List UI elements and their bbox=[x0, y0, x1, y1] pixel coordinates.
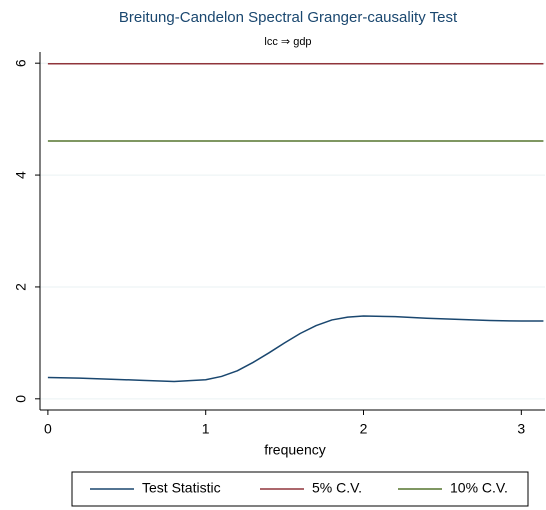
chart-title: Breitung-Candelon Spectral Granger-causa… bbox=[119, 9, 458, 26]
x-tick-label: 2 bbox=[360, 421, 368, 437]
series-line bbox=[47, 315, 544, 383]
x-tick-label: 1 bbox=[202, 421, 210, 437]
y-tick-label: 0 bbox=[13, 395, 29, 403]
y-tick-label: 4 bbox=[13, 171, 29, 179]
legend-label: 10% C.V. bbox=[450, 480, 508, 496]
y-tick-label: 2 bbox=[13, 283, 29, 291]
x-tick-label: 3 bbox=[517, 421, 525, 437]
x-axis-label: frequency bbox=[264, 442, 325, 458]
y-tick-label: 6 bbox=[13, 59, 29, 67]
legend-label: 5% C.V. bbox=[312, 480, 362, 496]
chart-subtitle: lcc ⇒ gdp bbox=[264, 36, 311, 48]
x-tick-label: 0 bbox=[44, 421, 52, 437]
legend-label: Test Statistic bbox=[142, 480, 221, 496]
